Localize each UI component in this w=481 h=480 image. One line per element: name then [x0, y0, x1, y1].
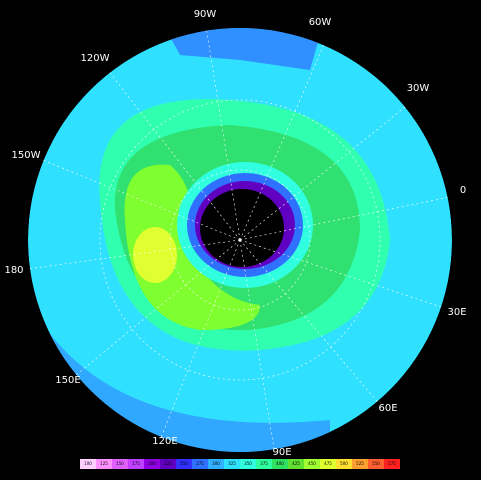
ozone-field: [28, 28, 452, 452]
colorbar-swatch: [384, 459, 400, 469]
colorbar-label: 325: [228, 461, 236, 466]
colorbar-swatch: [336, 459, 352, 469]
colorbar-swatch: [256, 459, 272, 469]
colorbar-swatch: [240, 459, 256, 469]
ozone-hole: [200, 189, 284, 267]
colorbar-swatch: [368, 459, 384, 469]
colorbar-label: 450: [308, 461, 316, 466]
colorbar-swatch: [112, 459, 128, 469]
colorbar-swatch: [128, 459, 144, 469]
ozone-max: [133, 227, 177, 283]
colorbar-swatch: [352, 459, 368, 469]
colorbar-label: 125: [100, 461, 108, 466]
colorbar-swatch: [288, 459, 304, 469]
colorbar-label: 375: [260, 461, 268, 466]
colorbar-label: 200: [148, 461, 156, 466]
colorbar-label: 550: [372, 461, 380, 466]
colorbar-label: 250: [180, 461, 188, 466]
longitude-label: 60E: [378, 403, 397, 414]
colorbar-label: 300: [212, 461, 220, 466]
colorbar-swatch: [144, 459, 160, 469]
longitude-label: 60W: [309, 17, 332, 28]
colorbar-label: 500: [340, 461, 348, 466]
graticule: [28, 28, 452, 452]
colorbar-swatch: [272, 459, 288, 469]
longitude-label: 90W: [194, 9, 217, 20]
colorbar-swatch: [176, 459, 192, 469]
colorbar-swatch: [160, 459, 176, 469]
longitude-label: 150W: [12, 150, 41, 161]
colorbar-label: 400: [276, 461, 284, 466]
colorbar-swatch: [96, 459, 112, 469]
colorbar-swatch: [192, 459, 208, 469]
colorbar-label: 150: [116, 461, 124, 466]
colorbar-label: 175: [132, 461, 140, 466]
colorbar-label: 275: [196, 461, 204, 466]
colorbar-swatch: [208, 459, 224, 469]
colorbar-swatch: [304, 459, 320, 469]
longitude-label: 90E: [272, 447, 291, 458]
colorbar-label: 100: [84, 461, 92, 466]
ozone-region: [150, 28, 330, 70]
colorbar-label: 575: [388, 461, 396, 466]
longitude-label: 150E: [55, 375, 80, 386]
colorbar-label: 425: [292, 461, 300, 466]
longitude-label: 0: [460, 185, 466, 196]
longitude-label: 30E: [447, 307, 466, 318]
colorbar-label: 475: [324, 461, 332, 466]
colorbar-swatch: [224, 459, 240, 469]
colorbar-swatch: [320, 459, 336, 469]
colorbar-label: 225: [164, 461, 172, 466]
ozone-region: [124, 164, 260, 330]
colorbar-label: 350: [244, 461, 252, 466]
longitude-label: 180: [4, 265, 23, 276]
colorbar-label: 525: [356, 461, 364, 466]
longitude-label: 120W: [81, 53, 110, 64]
colorbar-swatch: [80, 459, 96, 469]
longitude-label: 30W: [407, 83, 430, 94]
longitude-label: 120E: [152, 436, 177, 447]
